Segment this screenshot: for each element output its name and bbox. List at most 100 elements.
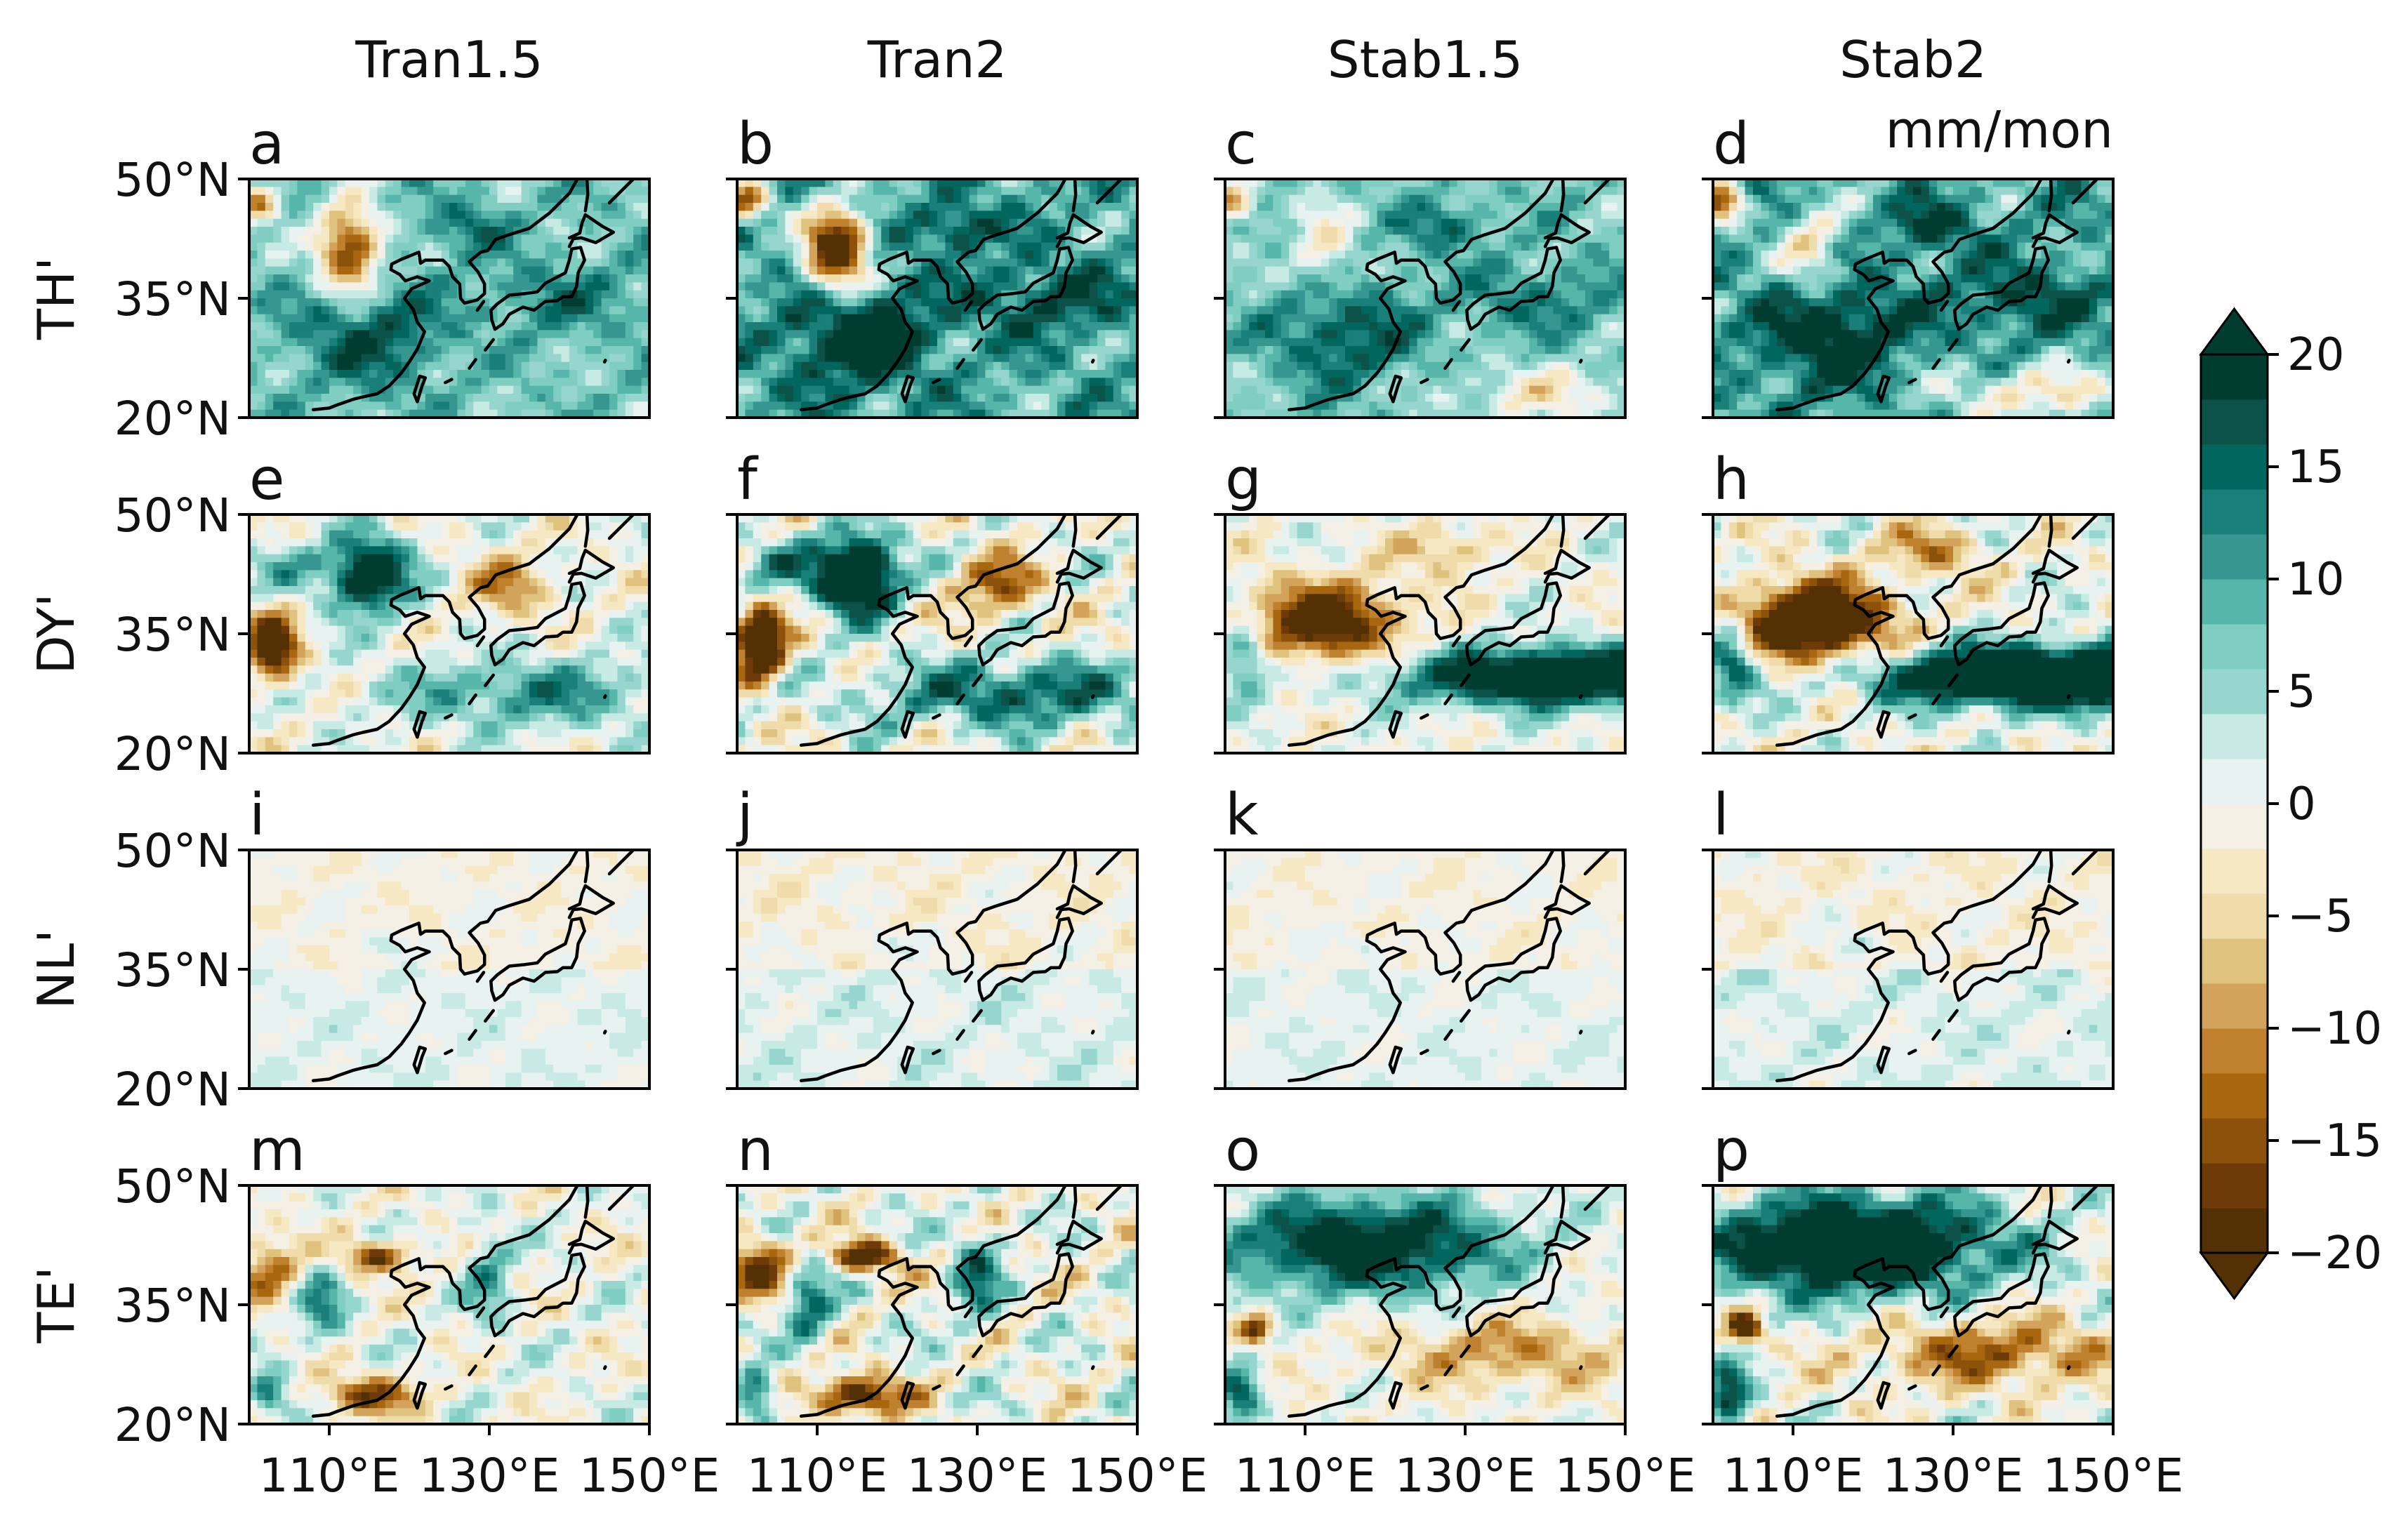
- panel-label-l: l: [1713, 782, 1729, 849]
- panel-label-n: n: [737, 1117, 774, 1184]
- field-j: [737, 850, 1137, 1089]
- colorbar-segment: [2201, 893, 2268, 939]
- colorbar-segment: [2201, 444, 2268, 490]
- field-d: [1713, 179, 2113, 418]
- panel-label-m: m: [249, 1117, 305, 1184]
- field-h: [1713, 514, 2113, 753]
- panel-label-i: i: [249, 782, 265, 849]
- panel-g: [1214, 513, 1627, 754]
- x-tick-label: 110°E: [259, 1449, 400, 1503]
- row-label: DY': [27, 593, 86, 674]
- panel-n: [726, 1184, 1139, 1435]
- colorbar-tick-label: −15: [2287, 1115, 2382, 1167]
- colorbar-segment: [2201, 579, 2268, 625]
- coastline: [1775, 514, 2099, 747]
- coastline: [1287, 179, 1611, 411]
- field-k: [1225, 850, 1625, 1089]
- colorbar-extend-max: [2199, 307, 2270, 356]
- coastline: [311, 179, 635, 411]
- field-n: [737, 1185, 1137, 1424]
- y-tick-label: 50°N: [114, 1159, 231, 1214]
- coastline: [799, 514, 1123, 747]
- coastline: [799, 1185, 1123, 1418]
- y-tick-label: 35°N: [114, 943, 231, 997]
- panel-label-e: e: [249, 446, 284, 513]
- panel-label-c: c: [1225, 111, 1257, 178]
- coastline: [799, 850, 1123, 1082]
- panel-b: [726, 178, 1139, 419]
- panel-p: [1702, 1184, 2115, 1435]
- panel-label-j: j: [736, 782, 753, 849]
- coastline: [1775, 179, 2099, 411]
- y-tick-label: 20°N: [114, 1063, 231, 1117]
- colorbar-segment: [2201, 354, 2268, 400]
- panel-k: [1214, 849, 1627, 1090]
- field-c: [1225, 179, 1625, 418]
- y-tick-label: 50°N: [114, 488, 231, 543]
- panel-l: [1702, 849, 2115, 1090]
- colorbar: 20 15 10 5 0 −5 −10 −15 −20: [2199, 307, 2382, 1301]
- y-tick-label: 35°N: [114, 1279, 231, 1333]
- panel-a: [238, 178, 651, 419]
- coastline: [1287, 514, 1611, 747]
- panel-label-f: f: [737, 446, 759, 513]
- field-i: [249, 850, 649, 1089]
- panel-label-p: p: [1713, 1117, 1749, 1184]
- colorbar-tick-label: 0: [2287, 778, 2316, 830]
- colorbar-tick-label: −10: [2287, 1003, 2382, 1055]
- panels-layer: [238, 178, 2115, 1435]
- panel-label-h: h: [1713, 446, 1749, 513]
- colorbar-segment: [2201, 849, 2268, 894]
- coastline: [1775, 850, 2099, 1082]
- x-tick-label: 150°E: [2043, 1449, 2184, 1503]
- field-b: [737, 179, 1137, 418]
- x-tick-label: 150°E: [1067, 1449, 1208, 1503]
- colorbar-segment: [2201, 489, 2268, 535]
- field-o: [1225, 1185, 1625, 1424]
- column-title: Stab2: [1839, 30, 1987, 89]
- x-tick-label: 150°E: [1555, 1449, 1696, 1503]
- colorbar-segment: [2201, 1073, 2268, 1119]
- coastline: [311, 514, 635, 747]
- colorbar-segment: [2201, 983, 2268, 1029]
- units-label: mm/mon: [1886, 100, 2113, 159]
- panel-label-a: a: [249, 111, 284, 178]
- colorbar-segment: [2201, 1208, 2268, 1254]
- field-a: [249, 179, 649, 418]
- panel-label-o: o: [1225, 1117, 1260, 1184]
- colorbar-tick-label: 10: [2287, 554, 2344, 606]
- panel-label-g: g: [1225, 446, 1262, 513]
- colorbar-segment: [2201, 534, 2268, 580]
- colorbar-tick-label: 20: [2287, 329, 2344, 381]
- coastline: [1775, 1185, 2099, 1418]
- panel-label-b: b: [737, 111, 774, 178]
- y-tick-label: 35°N: [114, 272, 231, 326]
- x-tick-label: 130°E: [419, 1449, 560, 1503]
- panel-label-d: d: [1713, 111, 1749, 178]
- x-tick-label: 110°E: [1235, 1449, 1376, 1503]
- panel-f: [726, 513, 1139, 754]
- colorbar-tick-label: −5: [2287, 891, 2353, 943]
- coastline: [1287, 850, 1611, 1082]
- colorbar-segment: [2201, 938, 2268, 984]
- column-title: Tran1.5: [355, 30, 543, 89]
- colorbar-segment: [2201, 804, 2268, 849]
- column-title: Tran2: [867, 30, 1007, 89]
- coastline: [311, 850, 635, 1082]
- colorbar-segment: [2201, 669, 2268, 714]
- colorbar-extend-min: [2199, 1251, 2270, 1301]
- field-f: [737, 514, 1137, 753]
- y-tick-label: 50°N: [114, 824, 231, 878]
- colorbar-segment: [2201, 714, 2268, 759]
- x-tick-label: 110°E: [747, 1449, 888, 1503]
- x-tick-label: 130°E: [1883, 1449, 2024, 1503]
- colorbar-segment: [2201, 1163, 2268, 1209]
- colorbar-segment: [2201, 399, 2268, 445]
- field-g: [1225, 514, 1625, 753]
- field-l: [1713, 850, 2113, 1089]
- x-tick-label: 150°E: [579, 1449, 720, 1503]
- colorbar-segment: [2201, 1028, 2268, 1074]
- row-label: TH': [27, 257, 86, 340]
- colorbar-segment: [2201, 759, 2268, 804]
